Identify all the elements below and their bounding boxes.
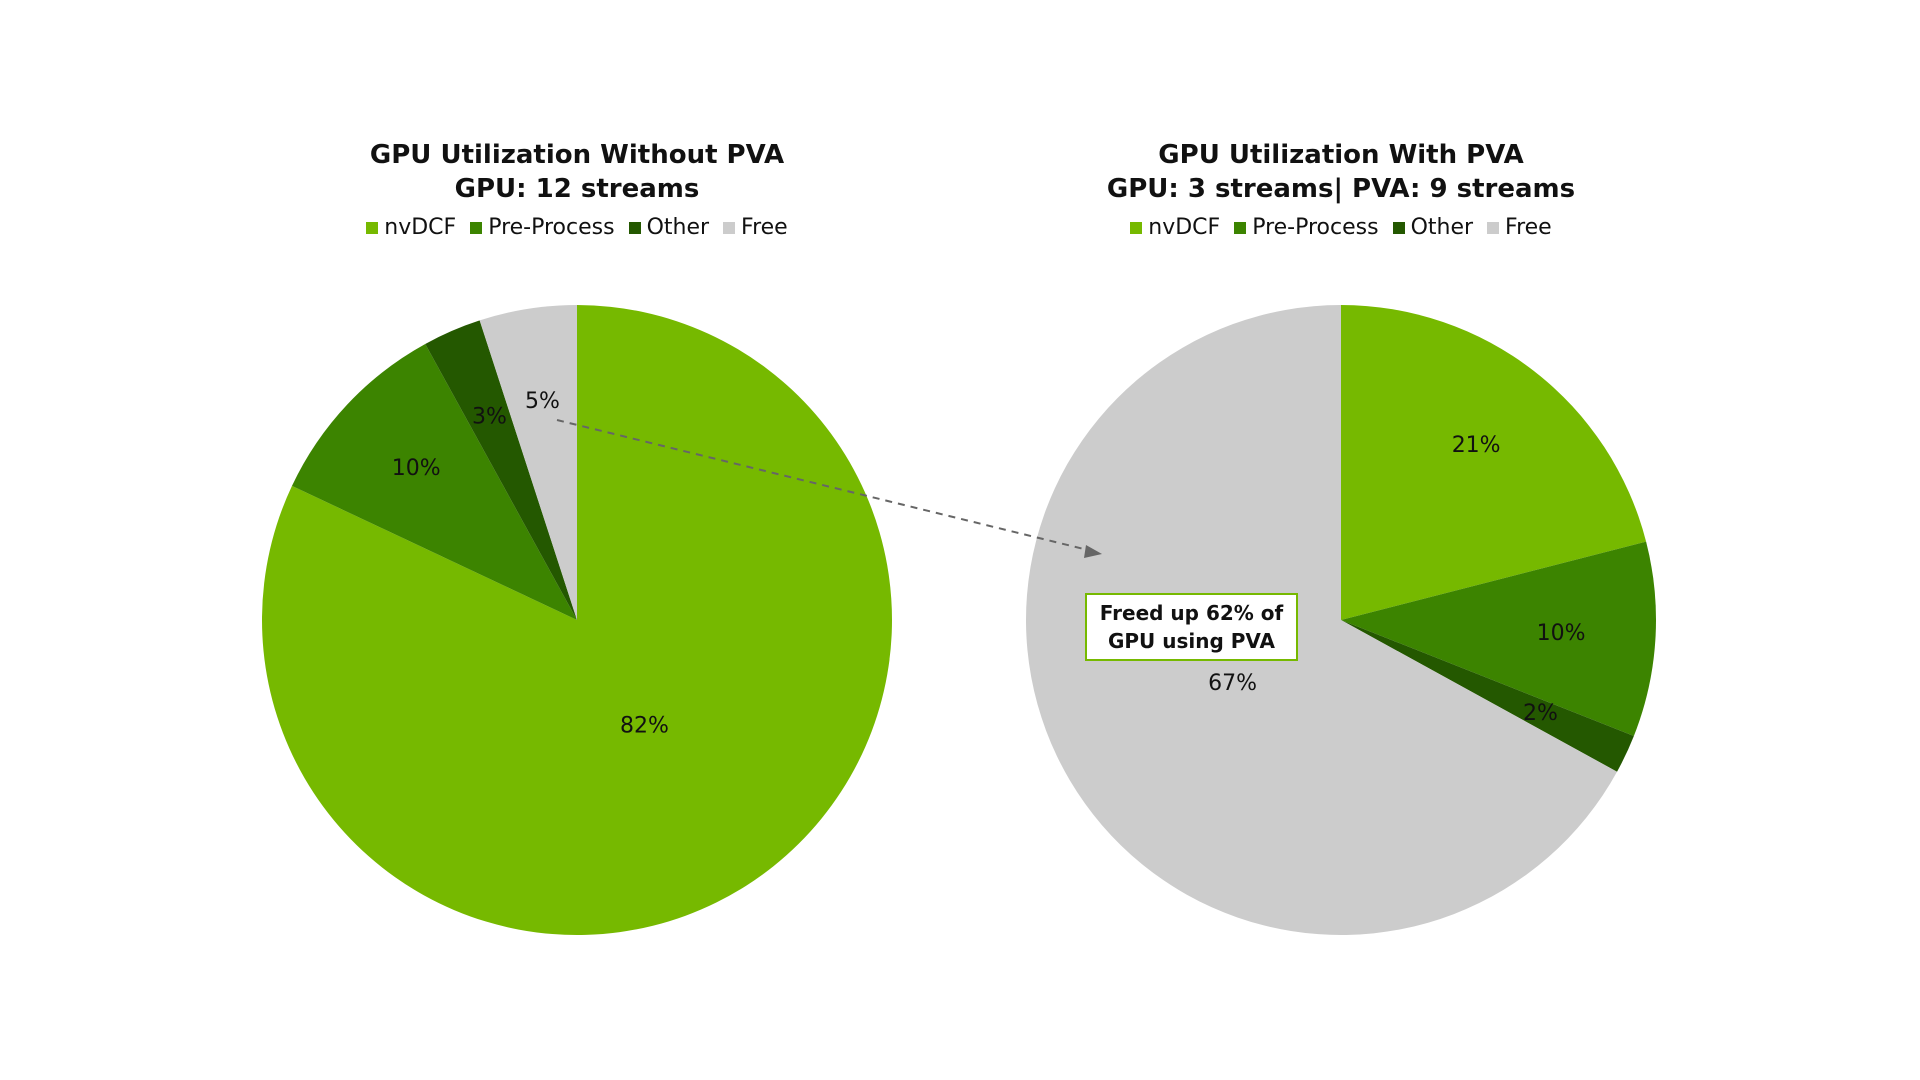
- legend-label: Pre-Process: [488, 215, 615, 240]
- legend-item: Free: [1487, 215, 1552, 240]
- chart-subtitle: GPU: 12 streams: [454, 174, 700, 204]
- legend-label: nvDCF: [384, 215, 457, 240]
- legend-label: Other: [646, 215, 710, 240]
- pie-slice: [425, 320, 577, 620]
- legend-swatch: [1130, 221, 1143, 234]
- data-label: 10%: [392, 456, 441, 481]
- legend-swatch: [1487, 221, 1500, 234]
- legend: nvDCF Pre-Process Other Free: [127, 215, 1027, 240]
- legend-swatch: [470, 221, 483, 234]
- legend-item: Other: [1392, 215, 1474, 240]
- legend: nvDCF Pre-Process Other Free: [891, 215, 1791, 240]
- legend-swatch: [628, 221, 641, 234]
- data-label: 5%: [525, 389, 560, 414]
- data-label: 2%: [1523, 701, 1558, 726]
- data-label: 67%: [1208, 671, 1257, 696]
- pie-slice: [479, 305, 577, 620]
- legend-item: Other: [628, 215, 710, 240]
- pie-slice: [1341, 541, 1656, 736]
- pie-slice: [1341, 620, 1634, 772]
- chart-title: GPU Utilization With PVA: [1158, 140, 1524, 170]
- pie-slice: [1026, 305, 1618, 935]
- pie-slice: [1341, 305, 1647, 620]
- legend-swatch: [366, 221, 379, 234]
- arrow-head: [1084, 545, 1102, 558]
- legend-item: Free: [723, 215, 788, 240]
- legend-item: Pre-Process: [1234, 215, 1379, 240]
- data-label: 21%: [1452, 433, 1501, 458]
- arrow: [556, 419, 1093, 552]
- data-label: 10%: [1537, 621, 1586, 646]
- data-label: 3%: [472, 405, 507, 430]
- pie-slice: [291, 343, 577, 620]
- legend-label: Pre-Process: [1252, 215, 1379, 240]
- legend-label: Other: [1410, 215, 1474, 240]
- legend-item: nvDCF: [366, 215, 456, 240]
- legend-swatch: [723, 221, 736, 234]
- legend-swatch: [1392, 221, 1405, 234]
- legend-item: Pre-Process: [470, 215, 615, 240]
- annotation: Freed up 62% of GPU using PVA: [1085, 593, 1298, 661]
- legend-label: Free: [1505, 215, 1552, 240]
- legend-label: Free: [741, 215, 788, 240]
- data-label: 82%: [620, 713, 669, 738]
- legend-label: nvDCF: [1148, 215, 1221, 240]
- legend-swatch: [1234, 221, 1247, 234]
- chart-title: GPU Utilization Without PVA: [369, 140, 785, 170]
- legend-item: nvDCF: [1130, 215, 1220, 240]
- chart-subtitle: GPU: 3 streams| PVA: 9 streams: [1106, 174, 1576, 204]
